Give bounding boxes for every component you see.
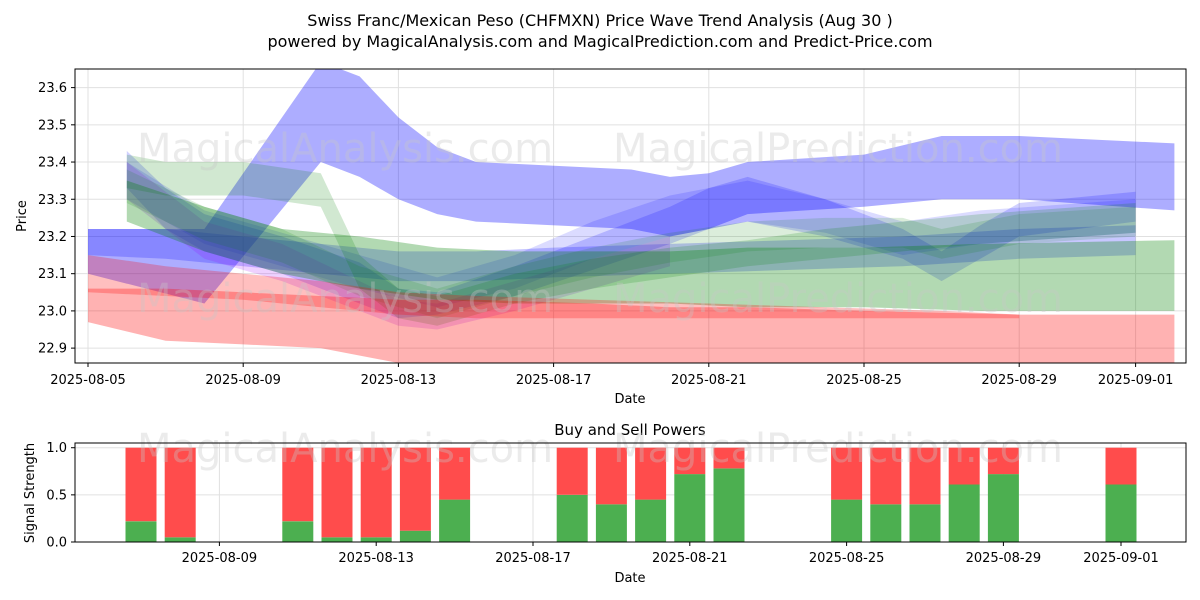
price-y-tick-label: 23.2 [38,230,67,245]
watermark-analysis-bottom: MagicalAnalysis.com [137,426,553,472]
buy-bar [125,521,157,542]
price-y-tick-label: 23.1 [38,267,67,282]
sell-bar [831,447,863,500]
buy-bar [399,530,431,542]
buy-bar [635,499,667,542]
buy-sell-x-tick-label: 2025-08-09 [182,551,258,566]
wave-band-green-5 [126,180,1175,311]
buy-bar [321,537,353,542]
sell-bar [595,447,627,505]
sell-bar [439,447,471,500]
buy-sell-x-tick-label: 2025-08-13 [338,551,414,566]
wave-band-blue-0 [88,69,1175,304]
sell-bar [870,447,902,505]
sell-bar [713,447,745,469]
chart-subtitle: powered by MagicalAnalysis.com and Magic… [267,32,932,51]
buy-sell-plot-frame [74,442,1187,543]
price-wave-panel: MagicalAnalysis.com MagicalPrediction.co… [15,68,1187,407]
price-x-tick-label: 2025-09-01 [1098,373,1174,388]
buy-bar [282,521,314,542]
sell-bar [360,447,392,538]
buy-sell-bars [125,447,1137,542]
buy-bar [164,537,196,542]
price-x-tick-label: 2025-08-09 [205,373,281,388]
buy-sell-title: Buy and Sell Powers [554,421,706,439]
buy-sell-y-axis-label: Signal Strength [23,443,38,543]
sell-bar [987,447,1019,475]
sell-bar [556,447,588,495]
price-y-tick-label: 23.3 [38,193,67,208]
sell-bar [909,447,941,505]
buy-sell-y-tick-label: 1.0 [46,441,67,456]
price-x-ticks: 2025-08-05 2025-08-09 2025-08-13 2025-08-17… [50,363,1173,388]
price-x-tick-label: 2025-08-21 [671,373,747,388]
price-y-tick-label: 23.6 [38,81,67,96]
wave-band-green-7 [126,169,1136,319]
buy-bar [909,504,941,542]
buy-sell-x-ticks: 2025-08-09 2025-08-13 2025-08-17 2025-08-21… [182,542,1159,566]
buy-bar [360,537,392,542]
buy-bar [556,494,588,542]
sell-bar [635,447,667,500]
price-plot-frame [74,68,1187,364]
buy-sell-panel: Buy and Sell Powers MagicalAnalysis.com … [23,421,1187,586]
buy-sell-x-tick-label: 2025-08-17 [495,551,571,566]
buy-bar [1105,484,1137,542]
price-y-axis-label: Price [15,200,30,232]
watermark-analysis-mid: MagicalAnalysis.com [137,276,553,322]
buy-sell-x-tick-label: 2025-08-21 [652,551,728,566]
buy-bar [595,504,627,542]
price-x-tick-label: 2025-08-13 [361,373,437,388]
watermark-analysis-top: MagicalAnalysis.com [137,126,553,172]
price-x-axis-label: Date [614,392,645,407]
watermark-prediction-bottom: MagicalPrediction.com [613,426,1063,472]
buy-bar [674,474,706,542]
buy-bar [713,468,745,542]
wave-band-red-9 [88,255,1020,319]
price-x-tick-label: 2025-08-17 [516,373,592,388]
sell-bar [125,447,157,522]
buy-bar [439,499,471,542]
price-y-ticks: 22.9 23.0 23.1 23.2 23.3 23.4 23.5 23.6 [38,81,75,357]
buy-bar [870,504,902,542]
watermark-prediction-mid: MagicalPrediction.com [613,276,1063,322]
buy-sell-x-tick-label: 2025-08-29 [966,551,1042,566]
buy-bar [948,484,980,542]
wave-band-green-6 [126,154,1136,326]
watermark-prediction-top: MagicalPrediction.com [613,126,1063,172]
wave-band-blue-1 [126,150,1136,319]
price-grid [75,69,1186,363]
price-x-tick-label: 2025-08-25 [826,373,902,388]
buy-sell-y-tick-label: 0.5 [46,488,67,503]
wave-band-red-8 [88,288,1175,363]
sell-bar [1105,447,1137,485]
price-y-tick-label: 23.0 [38,304,67,319]
buy-sell-y-ticks: 0.0 0.5 1.0 [46,441,75,551]
sell-bar [674,447,706,475]
buy-bar [987,474,1019,542]
price-x-tick-label: 2025-08-05 [50,373,126,388]
price-y-tick-label: 22.9 [38,342,67,357]
sell-bar [399,447,431,531]
sell-bar [948,447,980,485]
price-y-tick-label: 23.4 [38,156,67,171]
buy-sell-x-axis-label: Date [614,571,645,586]
chart-title: Swiss Franc/Mexican Peso (CHFMXN) Price … [307,11,892,30]
buy-sell-x-tick-label: 2025-08-25 [809,551,885,566]
sell-bar [164,447,196,538]
price-x-tick-label: 2025-08-29 [981,373,1057,388]
price-plot-background [75,69,1186,363]
sell-bar [321,447,353,538]
wave-band-blue-2 [126,162,1136,308]
price-wave-bands [88,69,1175,363]
buy-sell-x-tick-label: 2025-09-01 [1083,551,1159,566]
wave-band-purple-4 [126,162,671,330]
sell-bar [282,447,314,522]
wave-band-blue-3 [88,225,1136,282]
buy-bar [831,499,863,542]
buy-sell-y-tick-label: 0.0 [46,536,67,551]
price-y-tick-label: 23.5 [38,118,67,133]
